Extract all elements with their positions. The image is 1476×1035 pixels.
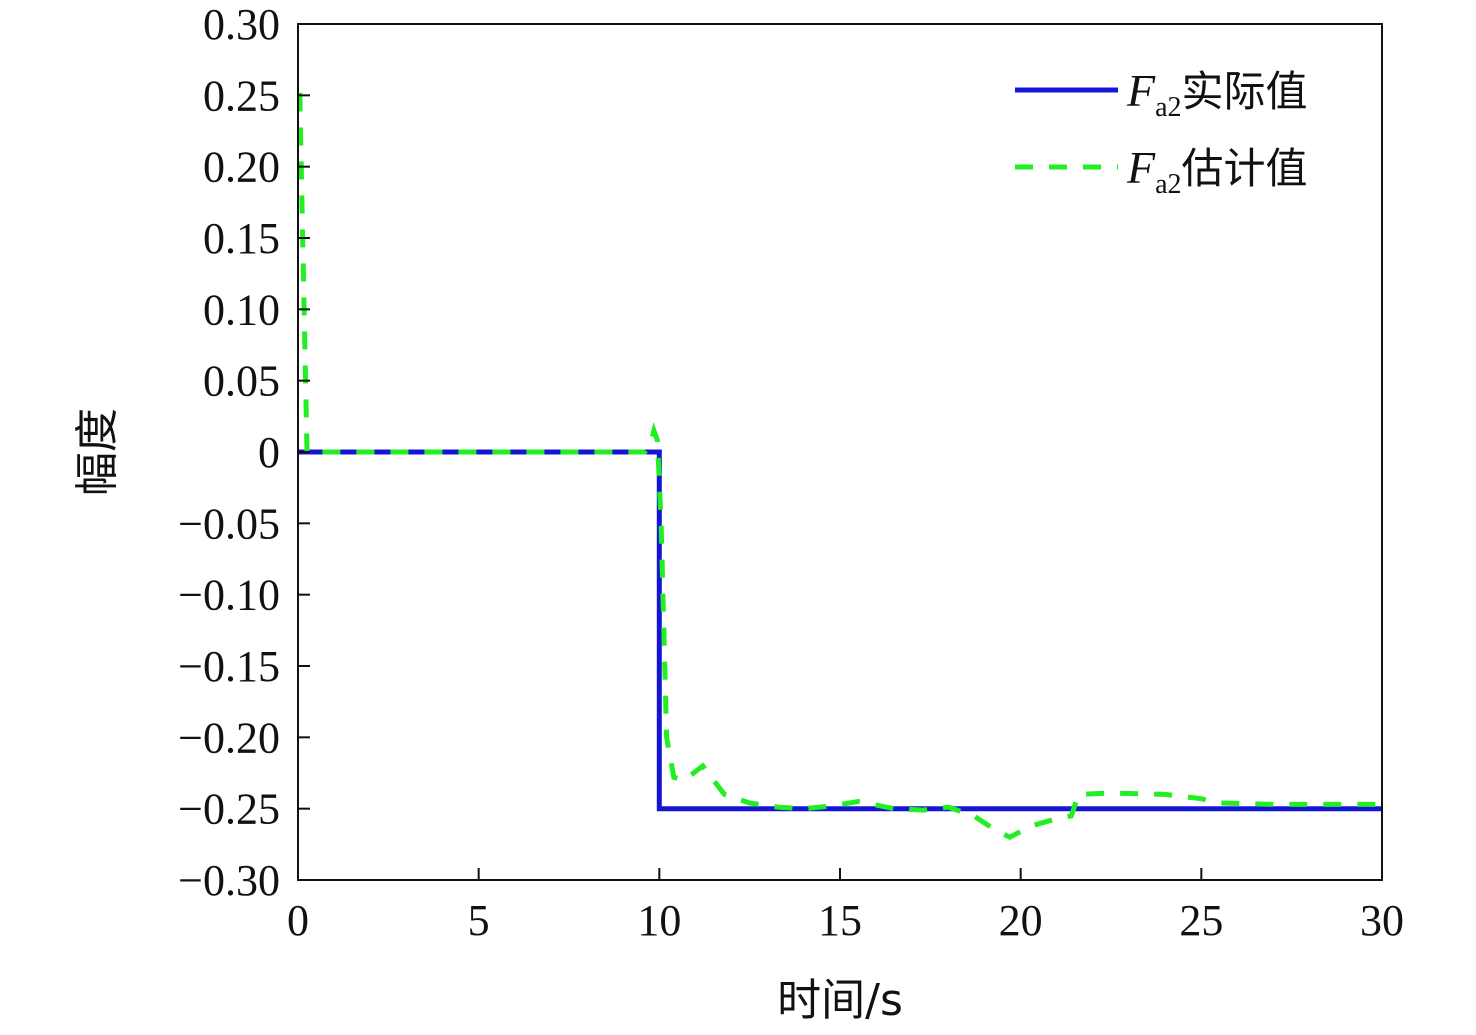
x-axis-title: 时间/s <box>777 975 903 1026</box>
x-tick-label: 0 <box>287 896 309 945</box>
y-tick-label: −0.30 <box>178 856 280 905</box>
legend-label-2: Fa2估计值 <box>1126 142 1308 200</box>
y-tick-label: −0.10 <box>178 571 280 620</box>
x-tick-label: 10 <box>637 896 681 945</box>
plot-lines <box>298 92 1382 841</box>
series-line-1 <box>298 449 1382 812</box>
y-tick-label: −0.15 <box>178 642 280 691</box>
y-tick-label: −0.20 <box>178 713 280 762</box>
y-tick-label: 0.30 <box>203 0 280 49</box>
y-tick-label: 0.20 <box>203 143 280 192</box>
y-tick-label: 0 <box>258 428 280 477</box>
x-tick-label: 5 <box>468 896 490 945</box>
y-tick-label: 0.05 <box>203 357 280 406</box>
y-tick-label: 0.15 <box>203 214 280 263</box>
x-axis-ticks: 0 5 10 15 20 25 30 <box>287 868 1404 945</box>
y-axis-title: 幅度 <box>72 408 123 496</box>
y-tick-label: 0.25 <box>203 71 280 120</box>
y-tick-label: 0.10 <box>203 285 280 334</box>
legend-label-1: Fa2实际值 <box>1126 65 1308 123</box>
x-tick-label: 25 <box>1179 896 1223 945</box>
y-tick-label: −0.25 <box>178 785 280 834</box>
x-tick-label: 30 <box>1360 896 1404 945</box>
series-line-2 <box>298 92 1382 841</box>
y-axis-ticks: 0.30 0.25 0.20 0.15 0.10 0.05 0 −0.05 −0.10 −0.15… <box>178 0 310 905</box>
legend: Fa2实际值 Fa2估计值 <box>1015 65 1308 200</box>
x-tick-label: 15 <box>818 896 862 945</box>
y-tick-label: −0.05 <box>178 499 280 548</box>
x-tick-label: 20 <box>999 896 1043 945</box>
